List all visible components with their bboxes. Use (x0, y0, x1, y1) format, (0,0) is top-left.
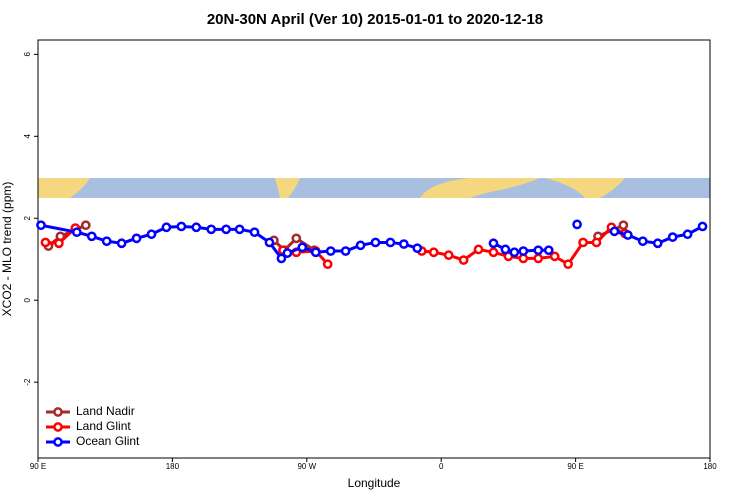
data-point (221, 224, 232, 235)
data-point (428, 247, 439, 258)
data-point (543, 245, 554, 256)
data-point (310, 247, 321, 258)
world-map-strip (38, 178, 710, 198)
data-point (399, 239, 409, 249)
data-point (488, 247, 499, 258)
data-point (549, 251, 560, 262)
data-point (146, 229, 157, 240)
data-point (609, 226, 620, 237)
data-point (563, 259, 573, 270)
legend-marker (53, 407, 63, 417)
data-point (264, 237, 275, 248)
data-point (533, 253, 544, 264)
data-point (80, 220, 91, 231)
data-point (340, 246, 351, 256)
data-point (578, 237, 588, 248)
data-point (370, 237, 381, 248)
data-point (54, 238, 64, 249)
legend-label: Land Nadir (76, 404, 135, 418)
legend-label: Land Glint (76, 419, 131, 433)
data-point (533, 245, 544, 256)
data-point (682, 229, 693, 240)
data-point (667, 232, 678, 242)
x-tick-label: 90 E (567, 462, 583, 471)
data-point (71, 227, 82, 238)
legend-marker (53, 422, 63, 432)
data-point (325, 246, 336, 256)
data-point (591, 237, 602, 248)
data-point (518, 246, 529, 256)
y-tick-label: 0 (23, 297, 32, 302)
data-point (291, 233, 302, 244)
data-point (297, 242, 308, 253)
data-point (637, 236, 648, 247)
y-tick-label: 4 (23, 134, 32, 139)
data-point (500, 244, 511, 255)
data-point (623, 230, 633, 240)
data-point (618, 220, 629, 231)
y-axis-label: XCO2 - MLO trend (ppm) (0, 182, 14, 317)
x-tick-label: 180 (703, 462, 717, 471)
data-point (443, 250, 454, 260)
data-point (101, 236, 112, 247)
x-tick-label: 90 W (297, 462, 316, 471)
data-point (322, 259, 333, 270)
data-point (131, 233, 142, 244)
y-tick-label: 2 (23, 215, 32, 220)
legend-marker (53, 437, 63, 447)
data-point (191, 222, 202, 233)
data-point (276, 253, 287, 264)
data-point (697, 221, 708, 232)
data-point (40, 237, 51, 248)
x-tick-label: 0 (439, 462, 444, 471)
data-point (385, 237, 396, 248)
data-point (36, 220, 46, 231)
x-tick-label: 90 E (30, 462, 46, 471)
data-point (652, 238, 663, 249)
data-point (473, 244, 484, 255)
y-tick-label: -2 (23, 378, 32, 386)
data-point (282, 248, 293, 258)
data-point (206, 224, 217, 235)
data-point (176, 221, 187, 232)
data-point (488, 238, 499, 249)
x-tick-label: 180 (166, 462, 180, 471)
data-point (116, 238, 127, 249)
legend-label: Ocean Glint (76, 434, 140, 448)
data-point (234, 224, 245, 235)
data-point (412, 243, 423, 254)
data-point (355, 240, 366, 251)
data-point (86, 231, 97, 242)
data-point (572, 219, 582, 230)
data-point (518, 253, 529, 264)
data-point (249, 227, 260, 238)
data-point (161, 222, 172, 233)
data-point (509, 247, 520, 258)
chart-title: 20N-30N April (Ver 10) 2015-01-01 to 202… (207, 11, 543, 28)
plot-frame (37, 39, 711, 459)
data-point (458, 255, 469, 265)
y-tick-label: 6 (23, 52, 32, 57)
x-axis-label: Longitude (348, 476, 401, 490)
